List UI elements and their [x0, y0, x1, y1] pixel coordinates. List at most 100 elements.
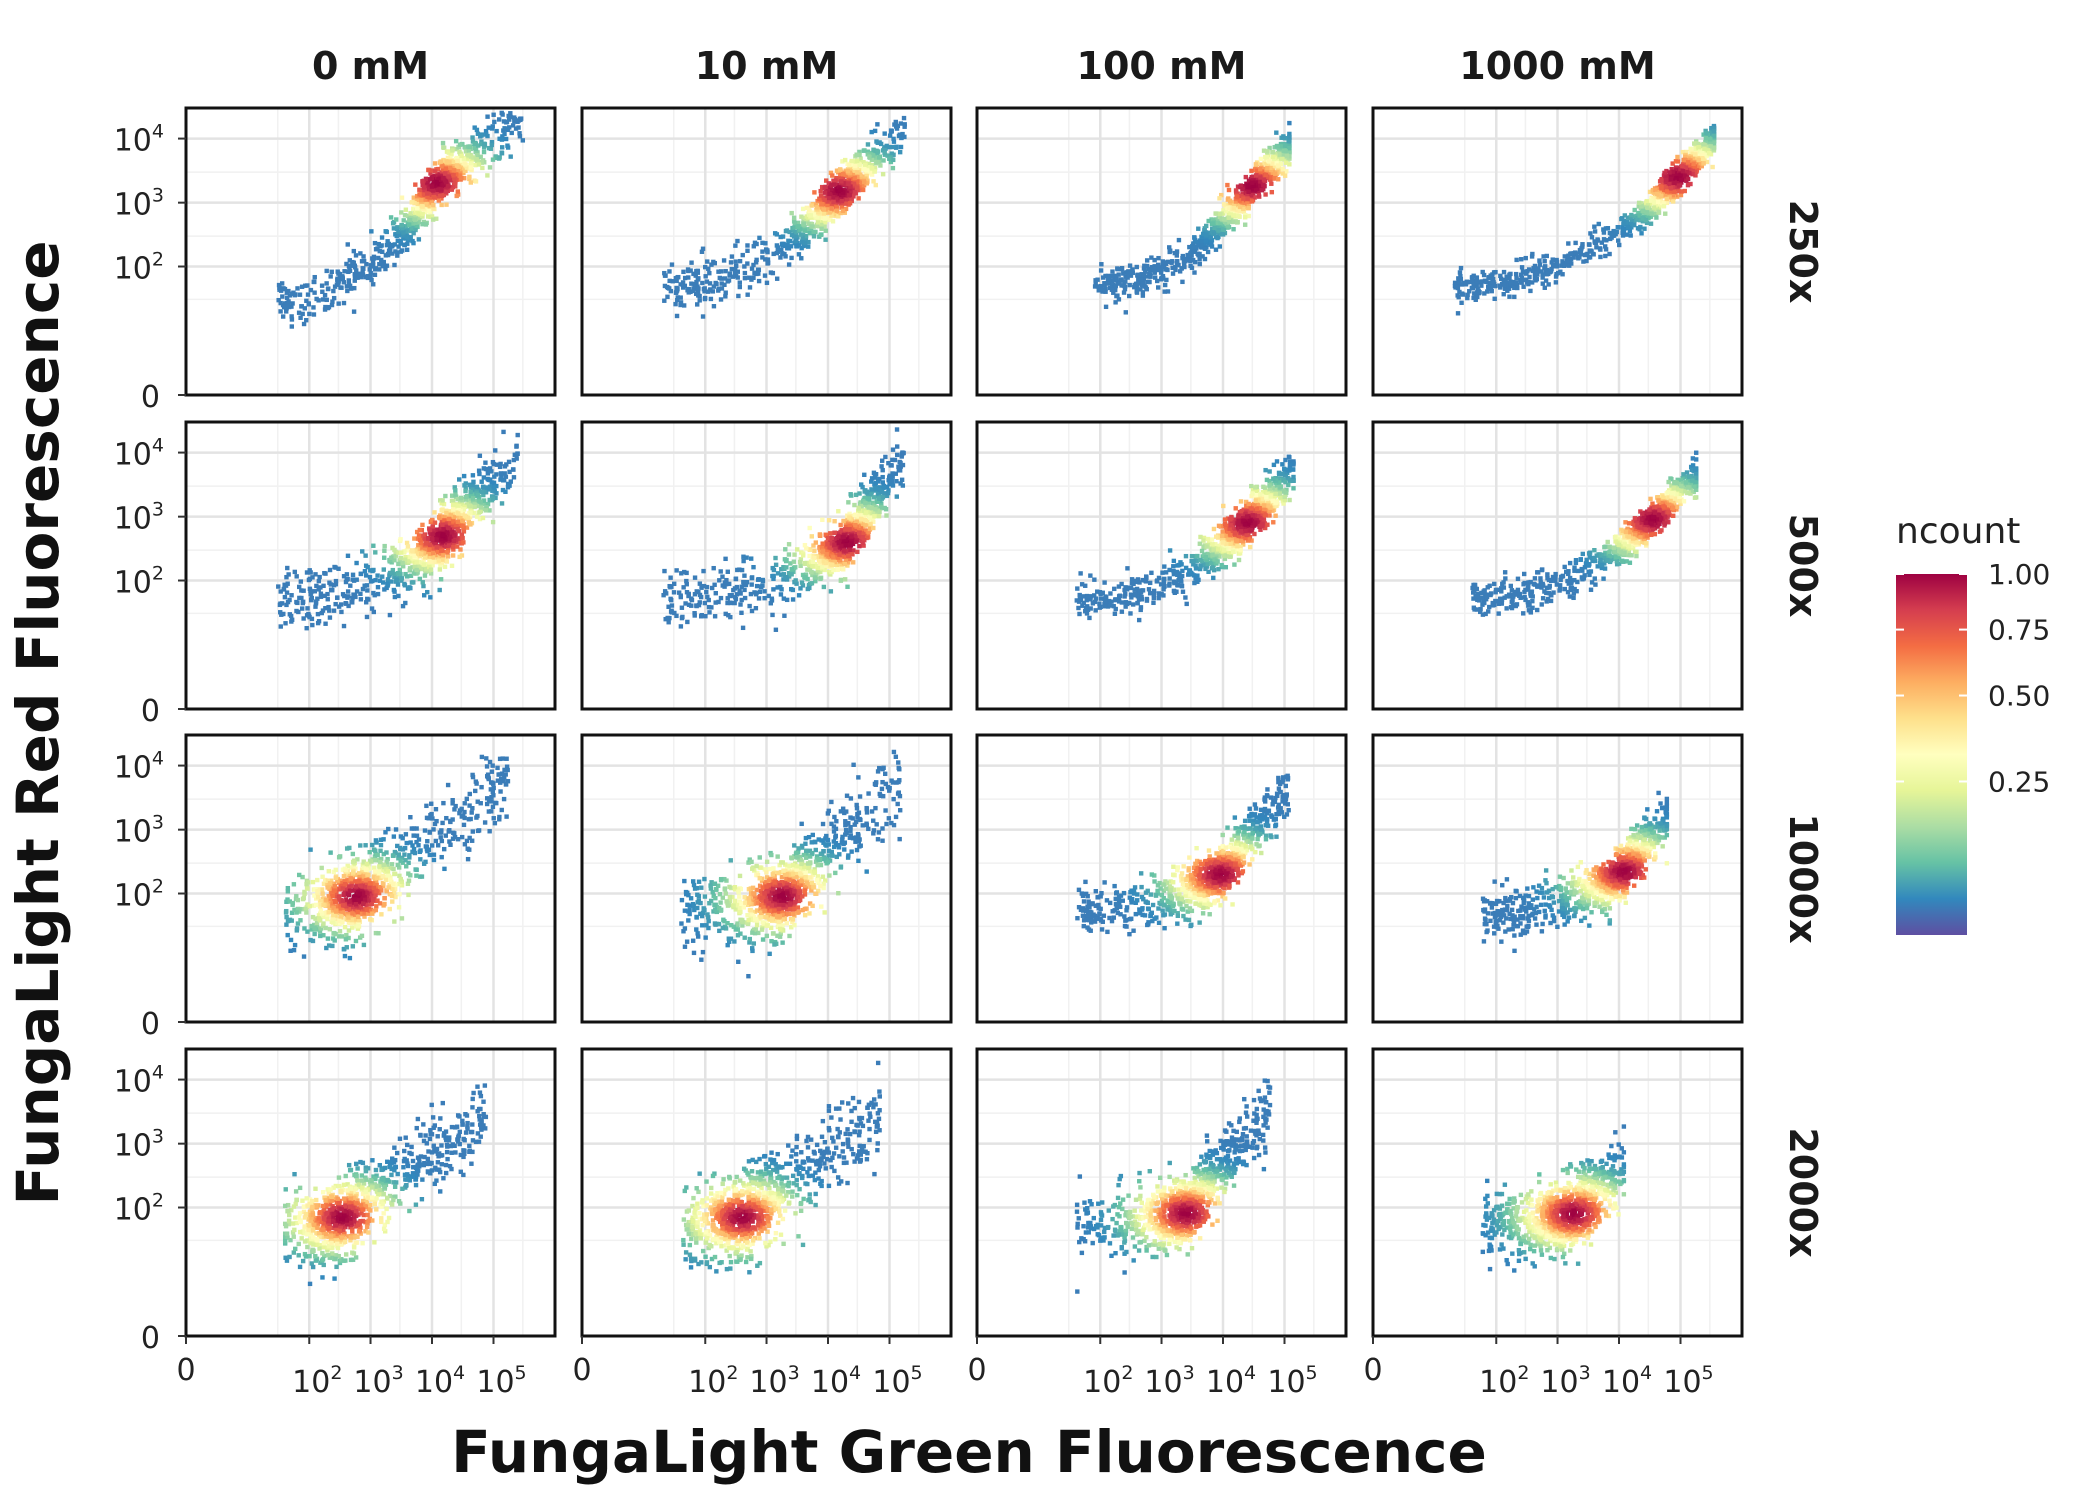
hexbin-cell: [455, 526, 460, 531]
hexbin-cell: [439, 193, 445, 199]
hexbin-cell: [1149, 255, 1154, 260]
hexbin-cell: [1554, 263, 1559, 268]
hexbin-cell: [1274, 130, 1279, 135]
hexbin-cell: [380, 574, 385, 579]
hexbin-cell: [1628, 215, 1633, 220]
hexbin-cell: [284, 295, 290, 300]
hexbin-cell: [1162, 282, 1168, 288]
hexbin-cell: [1241, 206, 1246, 212]
hexbin-cell: [441, 145, 446, 150]
hexbin-cell: [755, 267, 761, 272]
hexbin-cell: [441, 158, 446, 163]
hexbin-cell: [1275, 163, 1281, 168]
hexbin-cell: [795, 224, 800, 229]
hexbin-cell: [1231, 213, 1237, 218]
hexbin-cell: [1237, 204, 1243, 210]
hexbin-cell: [426, 536, 431, 541]
hexbin-cell: [414, 206, 420, 211]
hexbin-cell: [696, 589, 701, 595]
hexbin-cell: [1641, 204, 1647, 209]
hexbin-cell: [472, 141, 477, 147]
hexbin-cell: [323, 621, 328, 626]
hexbin-cell: [1587, 255, 1593, 260]
hexbin-cell: [665, 294, 670, 300]
hexbin-cell: [724, 577, 729, 583]
hexbin-cell: [430, 217, 436, 222]
hexbin-cell: [422, 192, 427, 197]
hexbin-cell: [448, 520, 453, 526]
hexbin-cell: [329, 269, 334, 274]
hexbin-cell: [1653, 211, 1659, 217]
hexbin-cell: [410, 225, 415, 231]
hexbin-cell: [323, 304, 328, 310]
hexbin-cell: [320, 297, 326, 302]
hexbin-cell: [371, 256, 377, 261]
hexbin-cell: [792, 225, 797, 230]
hexbin-cell: [1514, 275, 1519, 281]
hexbin-cell: [1553, 274, 1559, 279]
hexbin-cell: [1534, 266, 1539, 271]
hexbin-cell: [359, 259, 365, 264]
hexbin-cell: [1663, 192, 1668, 197]
hexbin-cell: [1158, 267, 1164, 272]
hexbin-cell: [1248, 192, 1254, 198]
hexbin-cell: [740, 625, 746, 631]
hexbin-cell: [1664, 175, 1669, 180]
hexbin-cell: [381, 259, 386, 265]
hexbin-cell: [786, 246, 792, 251]
hexbin-cell: [313, 599, 319, 604]
hexbin-cell: [477, 509, 483, 515]
hexbin-cell: [1455, 284, 1461, 289]
hexbin-cell: [392, 547, 397, 553]
hexbin-cell: [1156, 255, 1161, 261]
hexbin-cell: [301, 616, 306, 621]
hexbin-cell: [1680, 149, 1686, 155]
hexbin-cell: [384, 585, 389, 591]
hexbin-cell: [1250, 175, 1255, 180]
hexbin-cell: [1692, 164, 1698, 169]
hexbin-cell: [497, 136, 502, 141]
hexbin-cell: [423, 176, 429, 182]
hexbin-cell: [434, 545, 439, 550]
hexbin-cell: [1598, 247, 1603, 252]
hexbin-cell: [1663, 211, 1668, 216]
hexbin-cell: [1667, 170, 1672, 175]
hexbin-cell: [1566, 241, 1571, 246]
hexbin-cell: [313, 572, 318, 577]
hexbin-cell: [340, 276, 345, 282]
hexbin-cell: [432, 510, 437, 515]
hexbin-cell: [461, 540, 466, 545]
hexbin-cell: [1226, 196, 1231, 201]
hexbin-cell: [416, 543, 421, 548]
hexbin-cell: [692, 592, 698, 597]
hexbin-cell: [439, 170, 444, 175]
hexbin-cell: [867, 171, 873, 176]
hexbin-cell: [852, 502, 857, 508]
hexbin-cell: [1476, 288, 1481, 293]
hexbin-cell: [1282, 173, 1288, 178]
hexbin-cell: [427, 177, 433, 182]
hexbin-cell: [798, 563, 803, 569]
hexbin-cell: [483, 128, 489, 134]
hexbin-cell: [316, 619, 322, 624]
hexbin-cell: [479, 141, 484, 147]
hexbin-cell: [742, 264, 747, 269]
hexbin-cell: [428, 595, 433, 600]
hexbin-cell: [472, 125, 477, 130]
hexbin-cell: [822, 216, 827, 221]
hexbin-cell: [843, 206, 849, 212]
hexbin-cell: [496, 156, 502, 161]
hexbin-cell: [468, 510, 473, 515]
hexbin-cell: [1568, 260, 1573, 265]
hexbin-cell: [395, 571, 401, 576]
hexbin-cell: [816, 209, 821, 215]
hexbin-cell: [312, 290, 317, 295]
hexbin-cell: [829, 213, 834, 218]
hexbin-cell: [852, 159, 858, 164]
hexbin-cell: [823, 228, 828, 233]
hexbin-cell: [770, 612, 775, 618]
hexbin-cell: [392, 594, 398, 600]
hexbin-cell: [822, 190, 828, 195]
hexbin-cell: [1226, 187, 1232, 193]
hexbin-cell: [1459, 300, 1464, 305]
